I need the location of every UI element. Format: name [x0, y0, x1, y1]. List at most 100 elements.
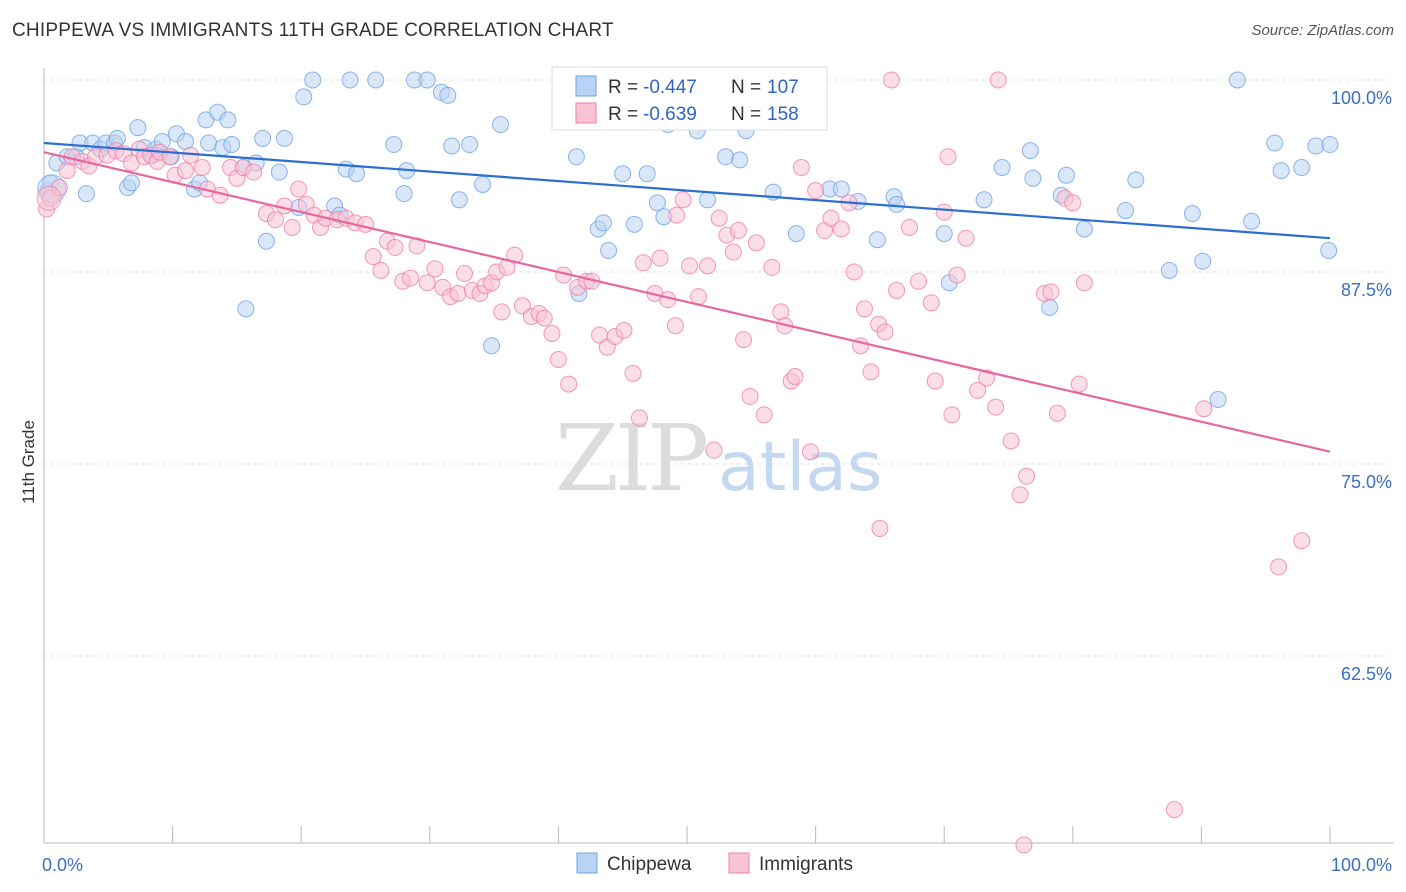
point-immigrants-140	[1015, 836, 1033, 854]
point-immigrants-144	[871, 520, 889, 538]
y-tick-labels: 100.0% 87.5% 75.0% 62.5%	[1331, 88, 1392, 684]
point-immigrants-40	[357, 215, 374, 233]
point-chippewa-13	[122, 174, 140, 192]
point-immigrants-19	[176, 162, 194, 180]
point-immigrants-76	[615, 321, 633, 339]
point-chippewa-52	[439, 86, 457, 104]
point-chippewa-91	[1057, 166, 1075, 184]
point-immigrants-67	[549, 351, 567, 369]
legend-label-chippewa: Chippewa	[607, 854, 692, 875]
point-chippewa-72	[717, 148, 735, 166]
chart-source: Source: ZipAtlas.com	[1251, 22, 1394, 39]
point-immigrants-48	[418, 274, 436, 292]
x-tick-labels: 0.0% 100.0%	[42, 855, 1392, 875]
point-immigrants-102	[792, 159, 810, 177]
point-immigrants-large	[36, 185, 62, 211]
watermark: ZIP atlas	[555, 405, 882, 512]
point-chippewa-63	[600, 241, 618, 259]
point-immigrants-126	[987, 398, 1005, 416]
point-chippewa-86	[993, 159, 1011, 177]
point-chippewa-71	[699, 191, 717, 209]
point-chippewa-57	[483, 337, 501, 355]
point-chippewa-95	[1160, 261, 1178, 279]
stats-r-value-chippewa: -0.447	[643, 77, 697, 98]
point-immigrants-119	[926, 372, 944, 390]
stats-r-label-immigrants: R =	[608, 104, 638, 125]
point-chippewa-25	[200, 134, 218, 152]
point-chippewa-6	[77, 185, 95, 203]
legend-swatch-immigrants	[728, 852, 750, 874]
point-immigrants-124	[969, 381, 987, 399]
point-immigrants-120	[935, 203, 953, 221]
point-chippewa-93	[1117, 202, 1135, 220]
trend-lines	[43, 141, 1331, 453]
point-chippewa-96	[1183, 205, 1201, 223]
point-chippewa-97	[1194, 252, 1212, 270]
y-tick-label-0: 100.0%	[1331, 88, 1392, 108]
point-chippewa-44	[347, 165, 365, 183]
point-immigrants-145	[939, 148, 957, 166]
point-immigrants-121	[943, 406, 961, 424]
point-immigrants-96	[755, 406, 773, 424]
point-chippewa-103	[1293, 159, 1311, 177]
point-chippewa-50	[418, 71, 436, 89]
point-chippewa-73	[731, 151, 749, 169]
point-immigrants-106	[822, 209, 840, 227]
point-immigrants-66	[543, 324, 561, 342]
point-immigrants-92	[729, 222, 747, 240]
point-immigrants-132	[1048, 404, 1066, 422]
point-chippewa-58	[492, 116, 510, 134]
point-immigrants-123	[957, 229, 975, 247]
point-immigrants-97	[763, 258, 781, 276]
stats-legend-swatch-immigrants	[575, 102, 597, 124]
point-immigrants-138	[1270, 558, 1288, 576]
point-chippewa-28	[219, 111, 237, 129]
point-immigrants-29	[266, 211, 284, 229]
point-immigrants-65	[535, 309, 553, 327]
stats-n-label-immigrants: N =	[731, 104, 761, 125]
point-chippewa-34	[257, 232, 275, 250]
point-immigrants-69	[560, 375, 578, 393]
point-immigrants-61	[506, 246, 524, 264]
point-chippewa-102	[1272, 162, 1290, 180]
point-chippewa-80	[868, 231, 886, 249]
watermark-zip: ZIP	[555, 405, 706, 512]
point-immigrants-52	[449, 285, 467, 303]
point-chippewa-53	[443, 137, 461, 155]
stats-n-label-chippewa: N =	[731, 77, 761, 98]
y-tick-label-2: 75.0%	[1341, 472, 1392, 492]
point-immigrants-104	[807, 182, 825, 200]
point-immigrants-134	[1064, 194, 1082, 212]
point-immigrants-47	[408, 237, 426, 255]
point-immigrants-131	[1042, 283, 1060, 301]
point-immigrants-21	[193, 159, 211, 177]
y-axis-label: 11th Grade	[19, 420, 38, 504]
stats-r-label-chippewa: R =	[608, 77, 638, 98]
point-chippewa-82	[888, 195, 906, 213]
point-chippewa-99	[1228, 71, 1246, 89]
point-immigrants-78	[630, 409, 648, 427]
point-immigrants-143	[989, 71, 1007, 89]
point-chippewa-100	[1243, 212, 1261, 230]
point-immigrants-114	[876, 323, 894, 341]
point-immigrants-31	[283, 218, 301, 236]
stats-legend-swatch-chippewa	[575, 75, 597, 97]
point-immigrants-128	[1011, 486, 1029, 504]
point-immigrants-79	[634, 254, 652, 272]
stats-legend-box	[551, 66, 828, 131]
point-chippewa-94	[1127, 171, 1145, 189]
point-immigrants-136	[1075, 274, 1093, 292]
point-immigrants-125	[978, 369, 996, 387]
point-chippewa-54	[450, 191, 468, 209]
point-chippewa-36	[275, 129, 293, 147]
point-chippewa-76	[787, 225, 805, 243]
point-immigrants-127	[1002, 432, 1020, 450]
point-immigrants-41	[364, 248, 382, 266]
point-immigrants-94	[741, 387, 759, 405]
point-chippewa-62	[594, 214, 612, 232]
point-immigrants-142	[882, 71, 900, 89]
point-chippewa-56	[474, 175, 492, 193]
point-chippewa-92	[1075, 220, 1093, 238]
point-chippewa-104	[1307, 137, 1325, 155]
